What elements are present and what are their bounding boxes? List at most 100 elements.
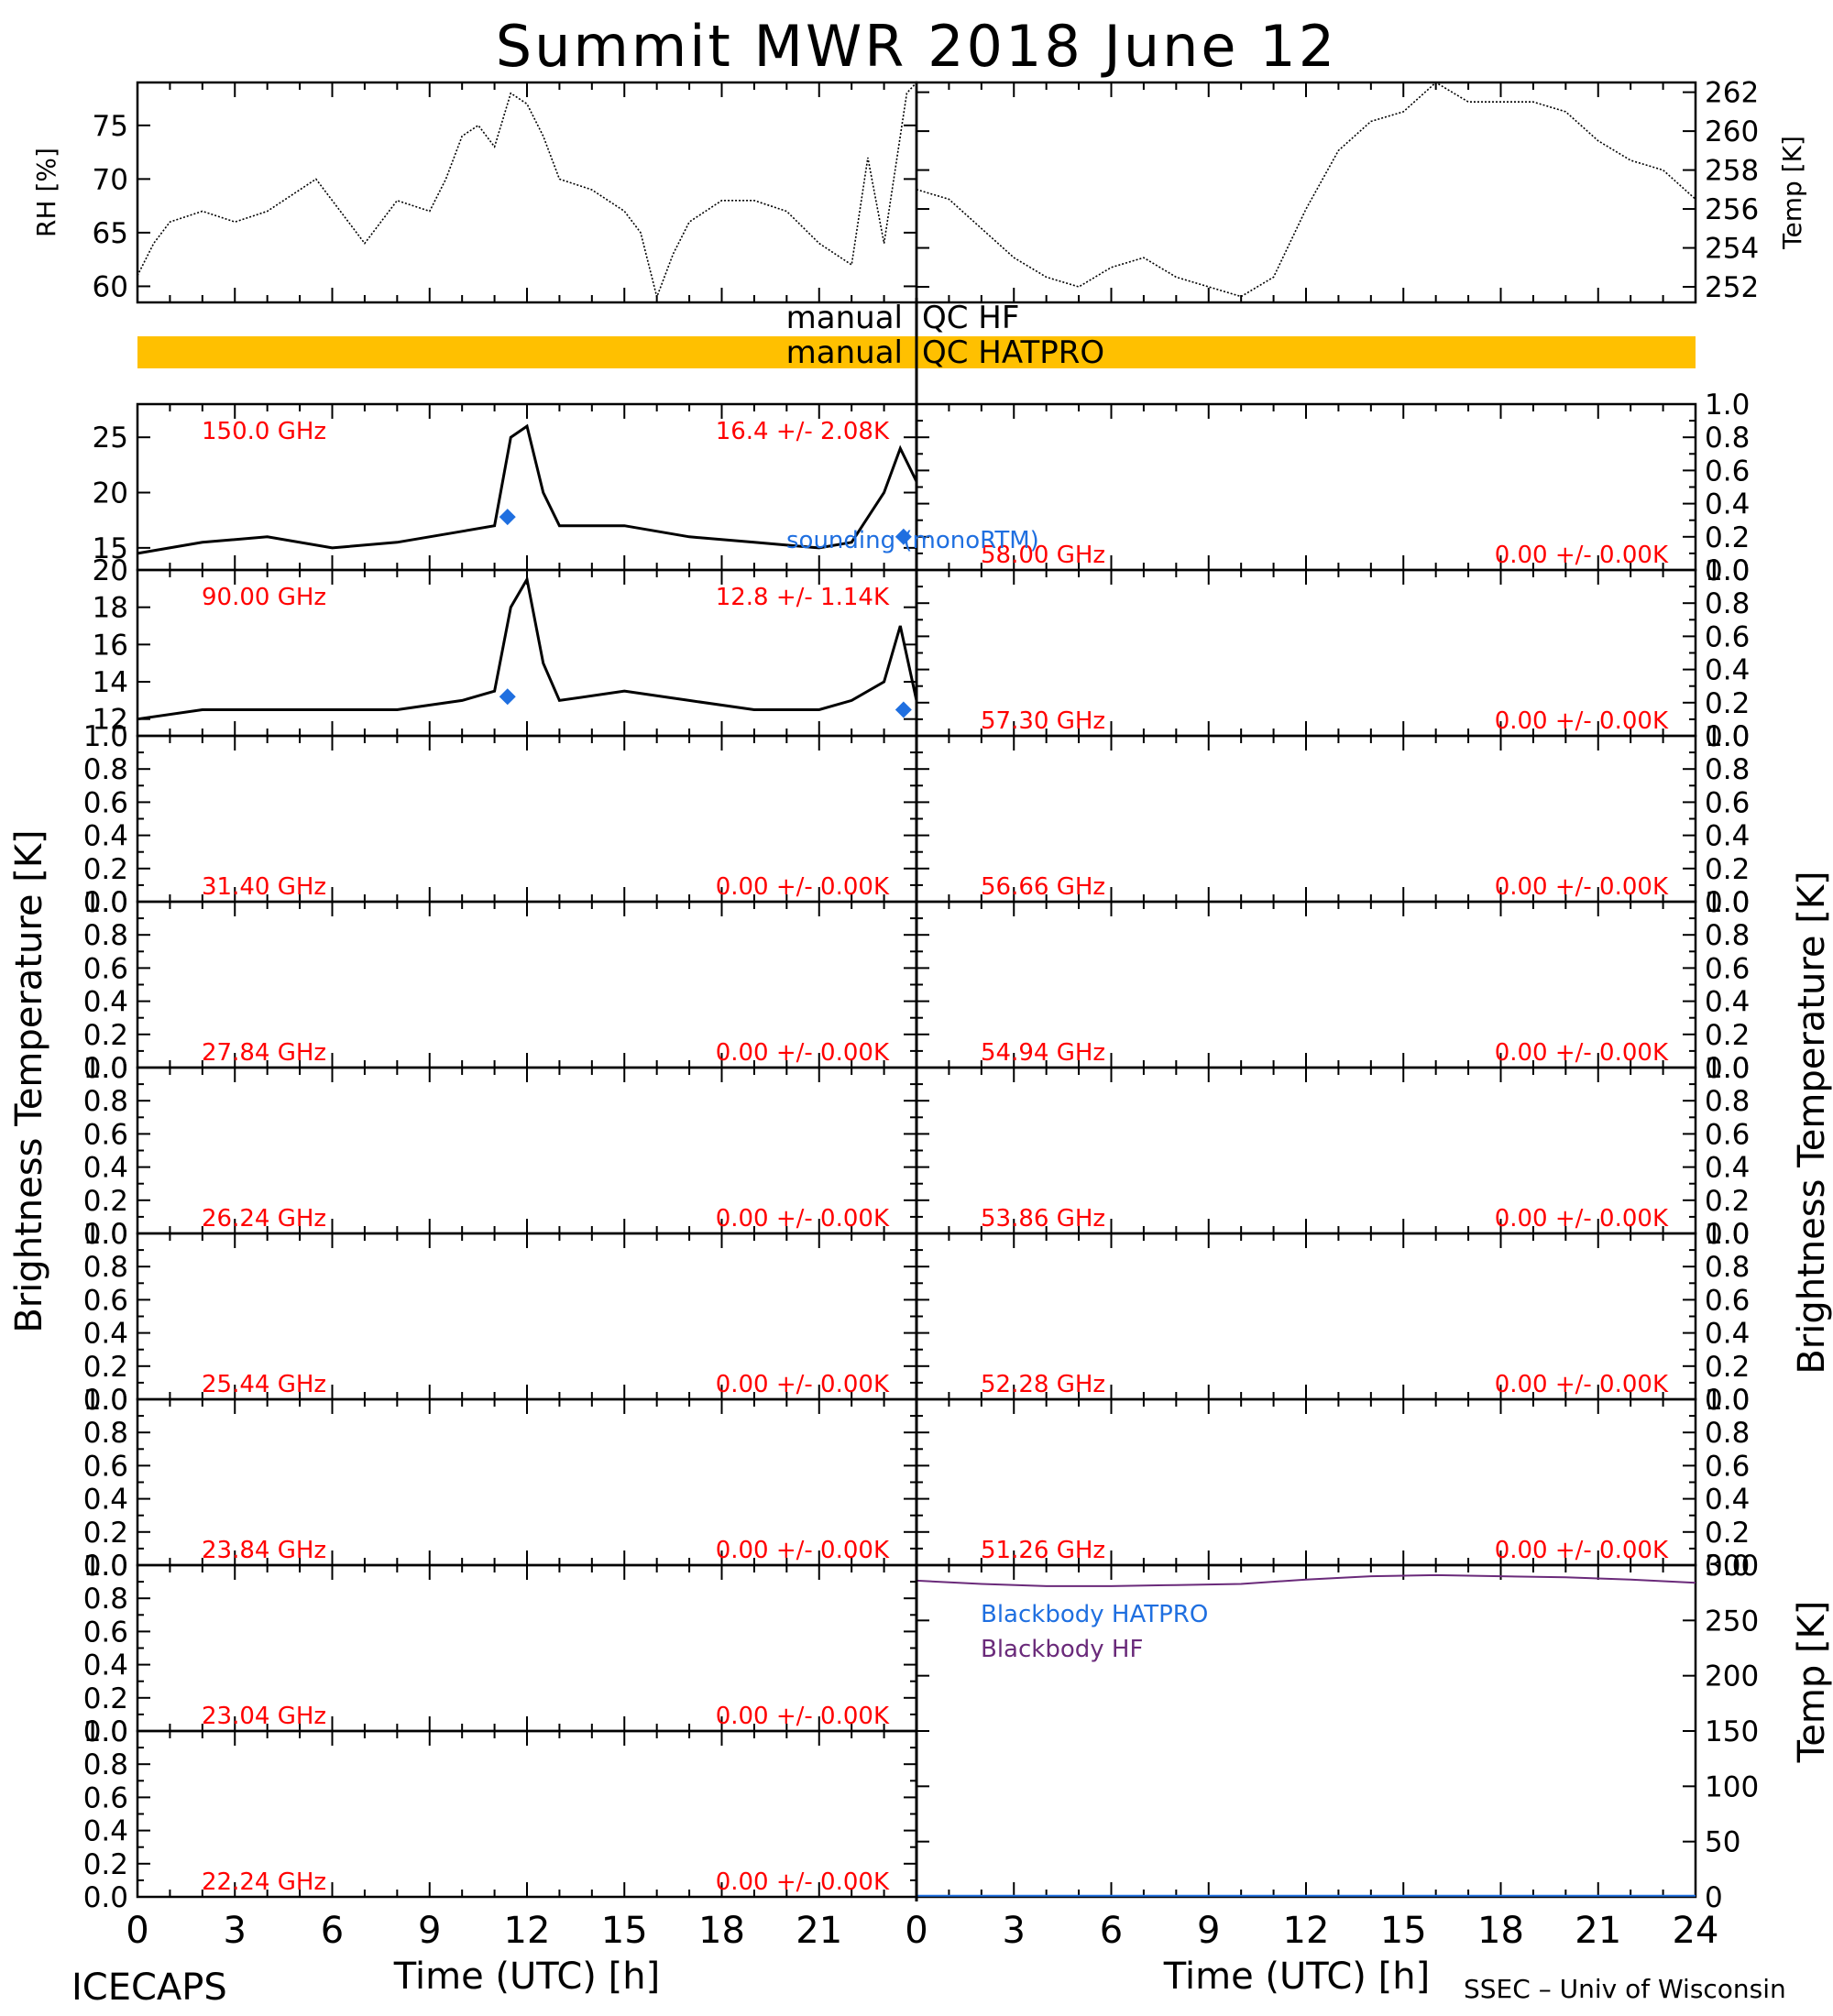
y-tick-label: 0.0 (83, 1715, 128, 1748)
legend-bb-hf: Blackbody HF (981, 1636, 1143, 1663)
y-tick-label: 0.6 (1705, 620, 1750, 653)
x-tick-label-right: 0 (905, 1910, 927, 1952)
y-tick-label: 1.0 (1705, 1218, 1750, 1251)
y-tick-label: 0.6 (83, 786, 128, 819)
y-tick-label: 1.0 (1705, 554, 1750, 587)
y-tick-label: 20 (93, 477, 128, 510)
y-tick-label: 0.0 (1705, 886, 1750, 919)
y-tick-label: 0.2 (1705, 1351, 1750, 1384)
x-tick-label-left: 9 (418, 1910, 441, 1952)
y-tick-label: 1.0 (1705, 1052, 1750, 1085)
bb-temp-axis-label: Temp [K] (1791, 1601, 1833, 1764)
channel-stats: 0.00 +/- 0.00K (716, 1703, 890, 1730)
qc-hf-left-label: manual (786, 300, 903, 336)
y-tick-label: 0.8 (83, 1251, 128, 1284)
panel-tb-left-2: 0.00.20.40.60.81.031.40 GHz 0.00 +/- 0.00… (83, 720, 918, 919)
y-tick-label: 0.8 (83, 1417, 128, 1450)
y-tick-label: 0.4 (1705, 1484, 1750, 1517)
y-tick-label: 0.4 (83, 1649, 128, 1682)
y-tick-label: 0.6 (83, 1616, 128, 1649)
y-tick-label: 65 (93, 217, 128, 250)
y-tick-label: 0.2 (83, 1351, 128, 1384)
y-tick-label: 252 (1705, 271, 1759, 304)
y-tick-label: 0.4 (1705, 654, 1750, 687)
panel-tb-left-1: 12 14 16 18 20 90.00 GHz 12.8 +/- 1.14K (93, 554, 918, 738)
y-tick-label: 262 (1705, 77, 1759, 110)
x-axis-label-left: Time (UTC) [h] (393, 1956, 660, 1998)
y-tick-label: 0.4 (1705, 820, 1750, 853)
series-line (916, 1573, 1696, 1587)
y-tick-label: 0.0 (1705, 1218, 1750, 1251)
y-tick-label: 0.8 (83, 1085, 128, 1118)
tb-left-axis-label: Brightness Temperature [K] (8, 829, 50, 1332)
x-tick-label-right: 21 (1575, 1910, 1621, 1952)
y-tick-label: 0.8 (1705, 919, 1750, 952)
y-tick-label: 0.4 (1705, 488, 1750, 521)
x-tick-label-left: 12 (504, 1910, 551, 1952)
channel-label: 27.84 GHz (202, 1039, 326, 1067)
channel-label: 58.00 GHz (981, 542, 1105, 569)
channel-label: 31.40 GHz (202, 873, 326, 901)
channel-label: 23.84 GHz (202, 1537, 326, 1564)
y-tick-label: 0.0 (1705, 1384, 1750, 1417)
y-tick-label: 250 (1705, 1605, 1759, 1638)
y-tick-label: 0.2 (1705, 1019, 1750, 1052)
y-tick-label: 16 (93, 629, 128, 662)
y-tick-label: 0.6 (1705, 786, 1750, 819)
y-tick-label: 14 (93, 666, 128, 699)
y-tick-label: 0.2 (83, 853, 128, 886)
y-tick-label: 260 (1705, 115, 1759, 148)
y-tick-label: 100 (1705, 1770, 1759, 1803)
legend-bb-hatpro: Blackbody HATPRO (981, 1601, 1208, 1628)
panel-tb-left-6: 0.00.20.40.60.81.023.84 GHz 0.00 +/- 0.00… (83, 1384, 918, 1583)
panel-tb-left-0: 15 20 25 150.0 GHz 16.4 +/- 2.08K (93, 402, 918, 572)
y-tick-label: 0.6 (83, 1450, 128, 1483)
qc-hatpro-left-label: manual (786, 334, 903, 371)
y-tick-label: 0.0 (1705, 1550, 1750, 1583)
y-tick-label: 0.4 (1705, 986, 1750, 1019)
y-tick-label: 12 (93, 704, 128, 737)
channel-label: 23.04 GHz (202, 1703, 326, 1730)
rh-axis-label: RH [%] (31, 148, 61, 237)
channel-stats: 0.00 +/- 0.00K (716, 873, 890, 901)
sounding-point (499, 509, 516, 526)
y-tick-label: 256 (1705, 193, 1759, 226)
y-tick-label: 0.4 (83, 1815, 128, 1848)
panel-frame (136, 81, 918, 304)
y-tick-label: 0.0 (83, 886, 128, 919)
y-tick-label: 0.6 (83, 1781, 128, 1814)
sounding-point (895, 528, 912, 545)
legend-sounding: sounding (monoRTM) (786, 527, 1039, 554)
channel-stats: 0.00 +/- 0.00K (716, 1371, 890, 1398)
y-tick-label: 60 (93, 270, 128, 303)
panel-tb-left-4: 0.00.20.40.60.81.026.24 GHz 0.00 +/- 0.00… (83, 1052, 918, 1251)
channel-label: 56.66 GHz (981, 873, 1105, 901)
y-tick-label: 0.4 (1705, 1318, 1750, 1351)
y-tick-label: 0.2 (83, 1682, 128, 1715)
panel-blackbody: 0 50 100 150 200 250 300 (915, 1550, 1759, 1914)
sounding-point (499, 688, 516, 706)
panel-tb-left-3: 0.00.20.40.60.81.027.84 GHz 0.00 +/- 0.00… (83, 886, 918, 1085)
y-tick-label: 18 (93, 592, 128, 625)
channel-label: 26.24 GHz (202, 1205, 326, 1233)
y-tick-label: 0.6 (1705, 455, 1750, 488)
y-tick-label: 0.0 (83, 1052, 128, 1085)
y-tick-label: 0.2 (1705, 521, 1750, 554)
channel-stats: 0.00 +/- 0.00K (1495, 1537, 1669, 1564)
tb-right-axis-label: Brightness Temperature [K] (1791, 871, 1833, 1374)
channel-stats: 0.00 +/- 0.00K (716, 1205, 890, 1233)
panel-temp: 252 254 256 258 260 262 (915, 77, 1759, 304)
qc-bars: manual QC HF manual QC HATPRO (137, 300, 1696, 371)
y-tick-label: 0.8 (83, 753, 128, 786)
y-tick-label: 0.8 (1705, 753, 1750, 786)
channel-stats: 0.00 +/- 0.00K (1495, 873, 1669, 901)
x-tick-label-left: 21 (796, 1910, 842, 1952)
channel-stats: 12.8 +/- 1.14K (716, 584, 890, 611)
y-tick-label: 0.8 (1705, 1417, 1750, 1450)
series-line (137, 423, 918, 555)
y-tick-label: 300 (1705, 1550, 1759, 1583)
x-tick-label-left: 3 (224, 1910, 247, 1952)
y-tick-label: 0.4 (83, 986, 128, 1019)
y-tick-label: 0.6 (83, 1118, 128, 1151)
x-tick-label-right: 3 (1003, 1910, 1026, 1952)
